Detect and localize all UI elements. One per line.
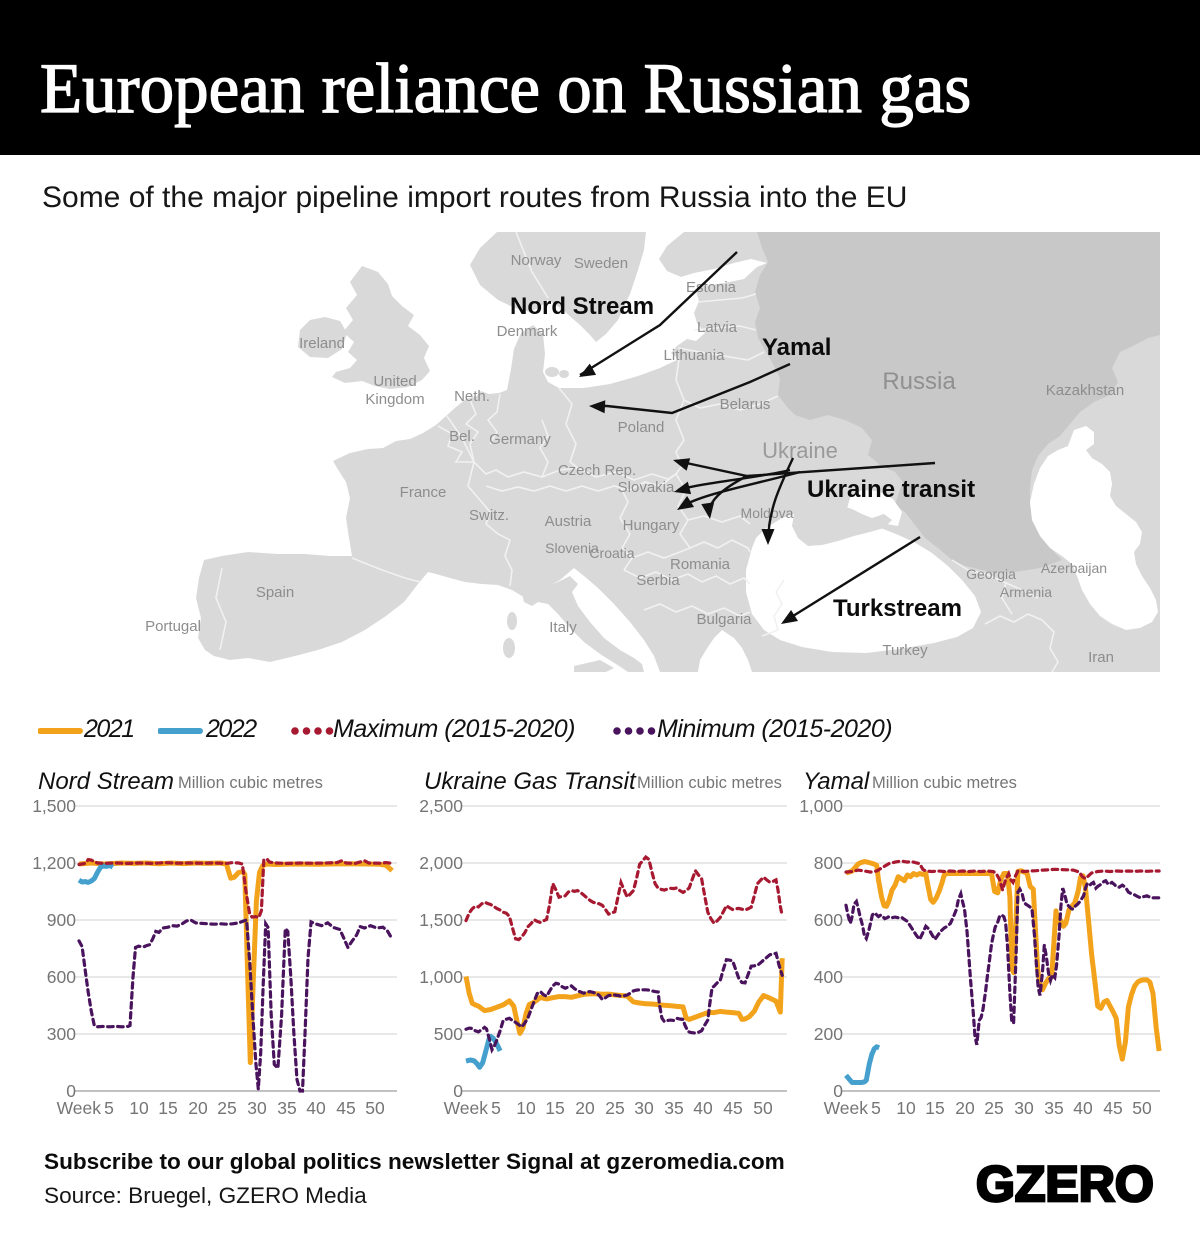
svg-text:Serbia: Serbia <box>636 572 680 589</box>
svg-text:500: 500 <box>434 1024 463 1044</box>
svg-text:200: 200 <box>814 1024 843 1044</box>
svg-text:1,000: 1,000 <box>419 967 463 987</box>
svg-text:600: 600 <box>814 910 843 930</box>
svg-text:Nord Stream: Nord Stream <box>510 293 654 320</box>
svg-text:30: 30 <box>1014 1098 1034 1118</box>
svg-text:20: 20 <box>575 1098 595 1118</box>
svg-text:Norway: Norway <box>511 252 562 269</box>
svg-text:Ireland: Ireland <box>299 335 345 352</box>
svg-text:Million cubic metres: Million cubic metres <box>872 774 1017 792</box>
svg-text:Poland: Poland <box>618 419 665 436</box>
svg-text:Bel.: Bel. <box>449 428 475 445</box>
svg-text:Turkstream: Turkstream <box>833 595 962 622</box>
svg-text:45: 45 <box>336 1098 355 1118</box>
svg-text:30: 30 <box>634 1098 654 1118</box>
svg-text:25: 25 <box>217 1098 236 1118</box>
svg-text:15: 15 <box>545 1098 564 1118</box>
svg-text:Lithuania: Lithuania <box>664 347 726 364</box>
svg-text:35: 35 <box>1044 1098 1063 1118</box>
svg-text:900: 900 <box>47 910 76 930</box>
svg-text:Turkey: Turkey <box>882 642 928 659</box>
svg-text:20: 20 <box>188 1098 208 1118</box>
svg-text:Week: Week <box>824 1098 869 1118</box>
svg-text:35: 35 <box>277 1098 296 1118</box>
svg-text:Week: Week <box>444 1098 489 1118</box>
svg-text:Georgia: Georgia <box>966 566 1016 582</box>
svg-text:Slovenia: Slovenia <box>545 540 599 556</box>
svg-text:Portugal: Portugal <box>145 618 201 635</box>
svg-text:Romania: Romania <box>670 556 731 573</box>
svg-text:600: 600 <box>47 967 76 987</box>
svg-text:Denmark: Denmark <box>497 323 558 340</box>
svg-text:15: 15 <box>925 1098 944 1118</box>
svg-text:Latvia: Latvia <box>697 319 738 336</box>
svg-text:Belarus: Belarus <box>720 396 771 413</box>
svg-text:5: 5 <box>871 1098 881 1118</box>
svg-text:Neth.: Neth. <box>454 388 490 405</box>
svg-text:5: 5 <box>104 1098 114 1118</box>
svg-text:Croatia: Croatia <box>589 545 634 561</box>
svg-text:45: 45 <box>723 1098 742 1118</box>
svg-text:Kingdom: Kingdom <box>365 391 424 408</box>
svg-text:Moldova: Moldova <box>741 505 794 521</box>
svg-text:5: 5 <box>491 1098 501 1118</box>
svg-text:0: 0 <box>833 1081 843 1101</box>
svg-text:40: 40 <box>693 1098 713 1118</box>
svg-text:1,500: 1,500 <box>32 796 76 816</box>
svg-text:Russia: Russia <box>882 368 956 395</box>
svg-text:Yamal: Yamal <box>762 334 831 361</box>
svg-text:Ukraine Gas Transit: Ukraine Gas Transit <box>424 768 637 795</box>
svg-text:Italy: Italy <box>549 619 577 636</box>
svg-text:Spain: Spain <box>256 584 294 601</box>
svg-text:30: 30 <box>247 1098 267 1118</box>
svg-text:United: United <box>373 373 416 390</box>
svg-text:Germany: Germany <box>489 431 551 448</box>
svg-text:400: 400 <box>814 967 843 987</box>
svg-text:1,200: 1,200 <box>32 853 76 873</box>
svg-text:800: 800 <box>814 853 843 873</box>
svg-text:40: 40 <box>1073 1098 1093 1118</box>
svg-text:0: 0 <box>453 1081 463 1101</box>
svg-text:Estonia: Estonia <box>686 279 737 296</box>
svg-text:1,500: 1,500 <box>419 910 463 930</box>
svg-text:Azerbaijan: Azerbaijan <box>1041 560 1107 576</box>
svg-text:Ukraine transit: Ukraine transit <box>807 476 975 503</box>
svg-text:Czech Rep.: Czech Rep. <box>558 462 636 479</box>
svg-text:50: 50 <box>753 1098 773 1118</box>
svg-text:50: 50 <box>1132 1098 1152 1118</box>
svg-text:Austria: Austria <box>545 513 592 530</box>
svg-text:2,500: 2,500 <box>419 796 463 816</box>
svg-text:Iran: Iran <box>1088 649 1114 666</box>
svg-text:Week: Week <box>57 1098 102 1118</box>
svg-text:Million cubic metres: Million cubic metres <box>178 774 323 792</box>
svg-text:0: 0 <box>66 1081 76 1101</box>
svg-text:Ukraine: Ukraine <box>762 438 838 463</box>
svg-text:35: 35 <box>664 1098 683 1118</box>
svg-text:10: 10 <box>129 1098 149 1118</box>
svg-text:Kazakhstan: Kazakhstan <box>1046 382 1124 399</box>
svg-text:10: 10 <box>896 1098 916 1118</box>
svg-text:Sweden: Sweden <box>574 255 628 272</box>
svg-text:300: 300 <box>47 1024 76 1044</box>
svg-text:10: 10 <box>516 1098 536 1118</box>
svg-text:20: 20 <box>955 1098 975 1118</box>
svg-text:25: 25 <box>605 1098 624 1118</box>
svg-text:1,000: 1,000 <box>799 796 843 816</box>
svg-text:Nord Stream: Nord Stream <box>38 768 174 795</box>
svg-text:2,000: 2,000 <box>419 853 463 873</box>
svg-text:Hungary: Hungary <box>623 517 680 534</box>
svg-text:Bulgaria: Bulgaria <box>696 611 752 628</box>
svg-text:Yamal: Yamal <box>803 768 870 795</box>
svg-text:France: France <box>400 484 447 501</box>
svg-text:Switz.: Switz. <box>469 507 509 524</box>
svg-text:Million cubic metres: Million cubic metres <box>637 774 782 792</box>
svg-text:25: 25 <box>984 1098 1003 1118</box>
svg-text:15: 15 <box>158 1098 177 1118</box>
svg-text:50: 50 <box>365 1098 385 1118</box>
svg-text:Armenia: Armenia <box>1000 584 1052 600</box>
svg-text:Slovakia: Slovakia <box>618 479 675 496</box>
svg-text:40: 40 <box>306 1098 326 1118</box>
svg-text:45: 45 <box>1103 1098 1122 1118</box>
